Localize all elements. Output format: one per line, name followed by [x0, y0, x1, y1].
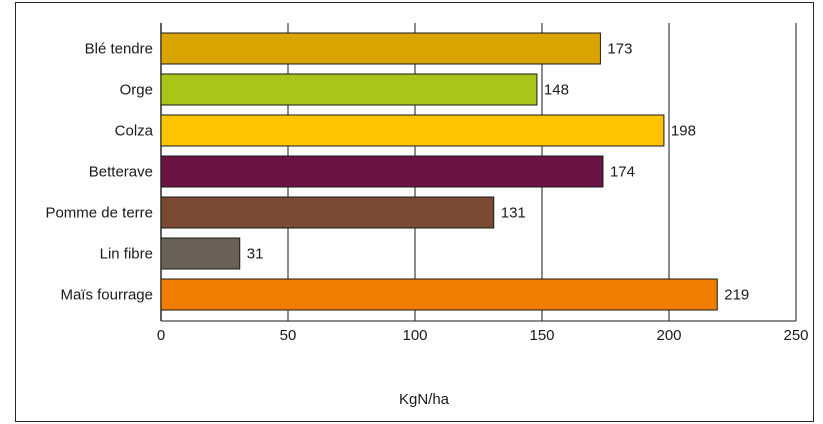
category-label-3: Betterave — [89, 164, 153, 181]
bar-6 — [160, 278, 718, 311]
value-label-4: 131 — [501, 205, 526, 222]
category-label-2: Colza — [115, 123, 154, 140]
category-label-6: Maïs fourrage — [60, 287, 153, 304]
bar-2 — [160, 114, 665, 147]
category-labels: Blé tendre Orge Colza Betterave Pomme de ter… — [45, 41, 153, 304]
category-label-1: Orge — [120, 82, 153, 99]
bar-4 — [160, 196, 495, 229]
value-label-1: 148 — [544, 82, 569, 99]
x-axis: 0 50 100 150 200 250 — [157, 327, 809, 344]
value-label-5: 31 — [247, 246, 264, 263]
bars — [160, 32, 718, 311]
x-tick-label-50: 50 — [280, 327, 297, 344]
bar-5 — [160, 237, 241, 270]
category-label-5: Lin fibre — [100, 246, 153, 263]
bar-3 — [160, 155, 604, 188]
bar-0 — [160, 32, 601, 65]
value-label-6: 219 — [724, 287, 749, 304]
grid-lines — [160, 23, 797, 322]
category-label-4: Pomme de terre — [45, 205, 153, 222]
x-tick-label-150: 150 — [529, 327, 554, 344]
x-tick-label-250: 250 — [783, 327, 808, 344]
category-label-0: Blé tendre — [85, 41, 153, 58]
x-axis-title: KgN/ha — [399, 391, 450, 408]
chart-frame — [15, 2, 814, 422]
value-label-3: 174 — [610, 164, 635, 181]
value-label-2: 198 — [671, 123, 696, 140]
x-tick-label-200: 200 — [656, 327, 681, 344]
bar-1 — [160, 73, 538, 106]
x-tick-label-0: 0 — [157, 327, 165, 344]
value-label-0: 173 — [607, 41, 632, 58]
value-labels: 173 148 198 174 131 31 219 — [247, 41, 750, 304]
x-tick-label-100: 100 — [402, 327, 427, 344]
